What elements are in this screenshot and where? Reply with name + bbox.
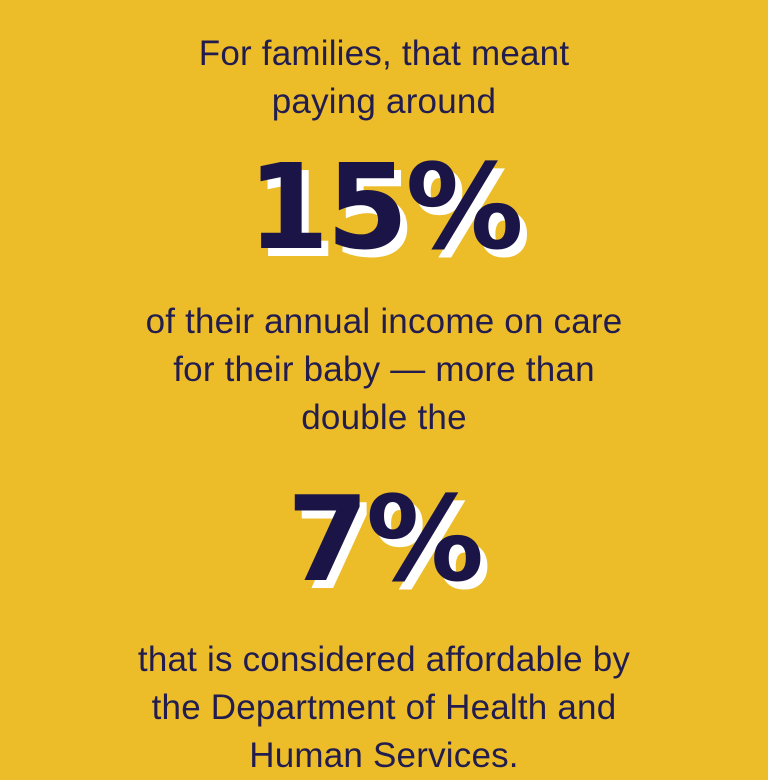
footer-line-1: that is considered affordable by [137, 640, 631, 679]
footer-line-2: the Department of Health and [151, 688, 617, 727]
body-line-1: of their annual income on care [145, 302, 623, 341]
body-paragraph: of their annual income on care for their… [146, 298, 623, 442]
body-line-3: double the [301, 398, 467, 437]
intro-line-2: paying around [271, 82, 497, 121]
footer-paragraph: that is considered affordable by the Dep… [138, 636, 630, 780]
footer-line-3: Human Services. [249, 736, 519, 775]
secondary-stat-value: 7% [286, 470, 484, 608]
intro-paragraph: For families, that meant paying around [199, 30, 570, 126]
intro-line-1: For families, that meant [198, 34, 570, 73]
body-line-2: for their baby — more than [173, 350, 595, 389]
primary-stat-value: 15% [247, 138, 523, 276]
